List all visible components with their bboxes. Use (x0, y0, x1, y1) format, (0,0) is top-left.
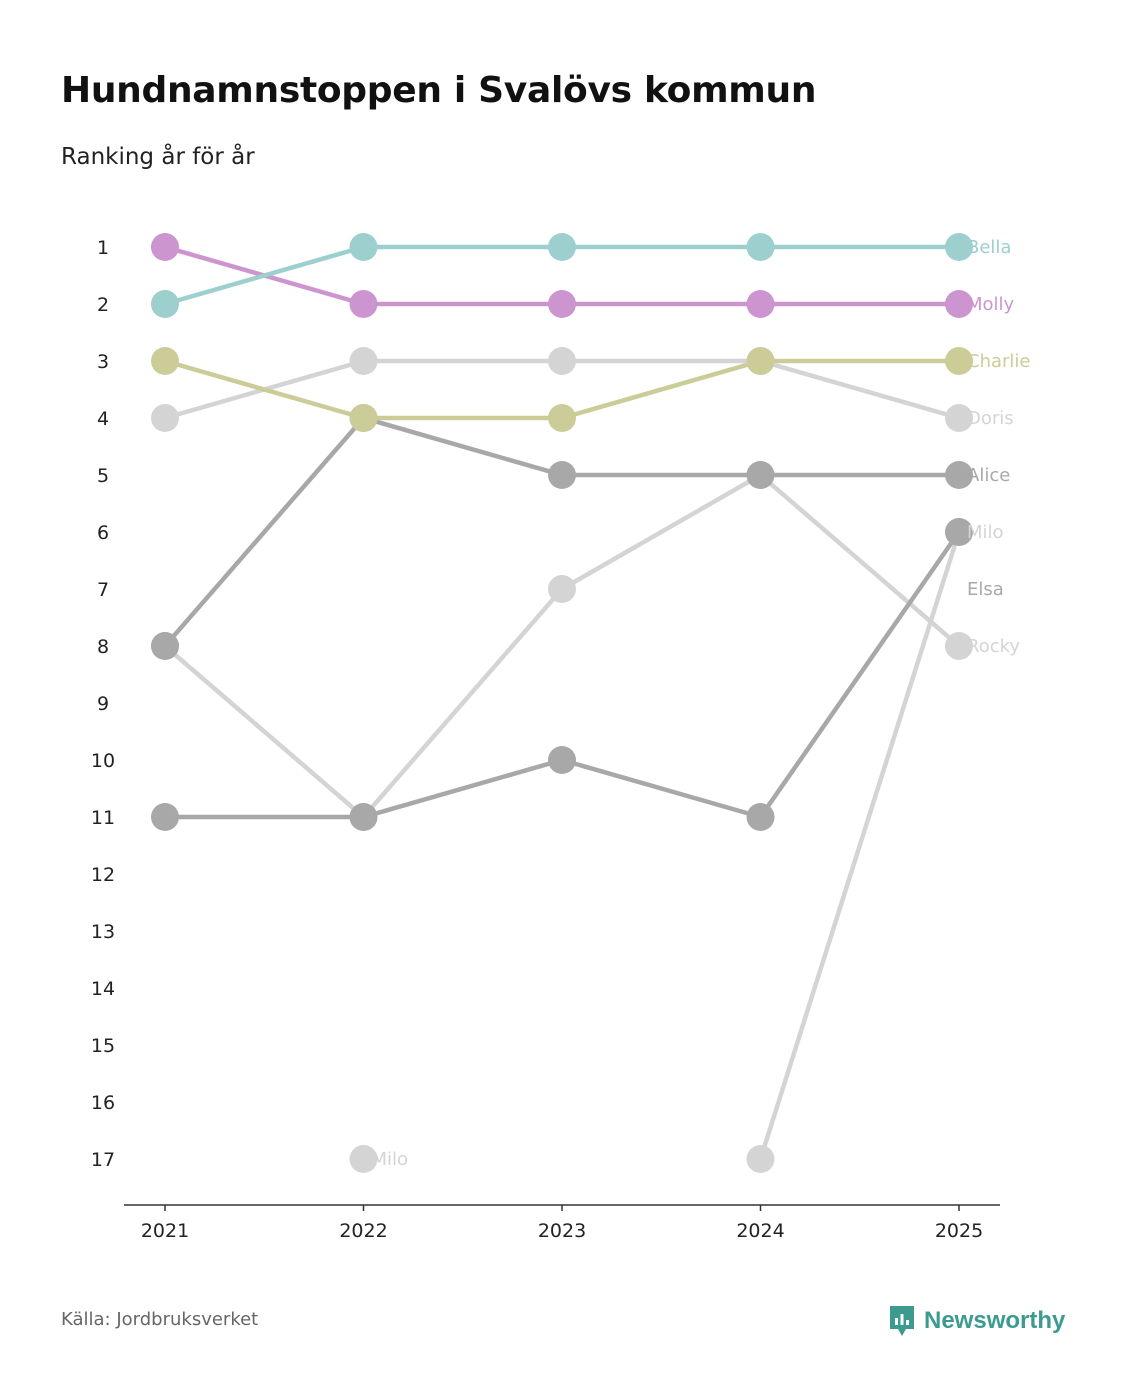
end-label-milo: Milo (967, 522, 1004, 543)
y-tick-label: 5 (97, 465, 109, 487)
chart-subtitle: Ranking år för år (61, 144, 255, 170)
series-point-elsa (945, 518, 973, 546)
y-tick-label: 7 (97, 579, 109, 601)
series-line-rocky (361, 586, 565, 820)
source-note: Källa: Jordbruksverket (61, 1309, 259, 1330)
series-point-rocky (945, 632, 973, 660)
y-tick-label: 3 (97, 351, 109, 373)
series-line-charlie (162, 358, 366, 421)
chart-title: Hundnamnstoppen i Svalövs kommun (61, 70, 817, 111)
series-point-bella (548, 233, 576, 261)
y-tick-label: 10 (91, 750, 115, 772)
end-label-rocky: Rocky (967, 636, 1020, 657)
y-tick-label: 9 (97, 693, 109, 715)
series-point-elsa (349, 803, 378, 831)
end-label-bella: Bella (967, 237, 1011, 258)
series-point-molly (548, 290, 576, 318)
series-point-molly (945, 290, 973, 318)
series-point-alice (746, 461, 775, 489)
series-line-elsa (758, 529, 962, 820)
y-tick-label: 14 (91, 978, 115, 1000)
series-point-milo (746, 1145, 775, 1173)
y-tick-label: 15 (91, 1035, 115, 1057)
series-line-rocky (559, 472, 763, 592)
series-point-alice (945, 461, 973, 489)
series-points (151, 233, 973, 1173)
series-line-rocky (758, 472, 962, 649)
series-point-charlie (151, 347, 179, 375)
series-point-doris (349, 347, 378, 375)
end-label-charlie: Charlie (967, 351, 1030, 372)
series-point-elsa (151, 803, 179, 831)
series-point-elsa (548, 746, 576, 774)
end-labels: Bella Molly Charlie Doris Alice Milo Elsa Rocky… (372, 237, 1031, 1170)
x-tick-label: 2025 (935, 1220, 983, 1242)
series-point-molly (151, 233, 179, 261)
series-point-bella (151, 290, 179, 318)
x-tick-label: 2023 (538, 1220, 586, 1242)
series-line-elsa (361, 757, 565, 820)
series-lines (162, 244, 962, 1162)
end-label-molly: Molly (967, 294, 1015, 315)
y-tick-label: 6 (97, 522, 109, 544)
y-tick-label: 16 (91, 1092, 115, 1114)
series-point-alice (548, 461, 576, 489)
series-line-doris (758, 358, 962, 421)
series-point-molly (349, 290, 378, 318)
end-label-alice: Alice (967, 465, 1010, 486)
series-point-doris (548, 347, 576, 375)
series-point-elsa (746, 803, 775, 831)
y-tick-label: 17 (91, 1149, 115, 1171)
series-point-bella (349, 233, 378, 261)
series-line-charlie (559, 358, 763, 421)
y-tick-label: 8 (97, 636, 109, 658)
y-tick-label: 2 (97, 294, 109, 316)
series-point-molly (746, 290, 775, 318)
y-tick-label: 11 (91, 807, 115, 829)
x-axis-ticks: 2021 2022 2023 2024 2025 (141, 1205, 983, 1242)
x-tick-label: 2022 (339, 1220, 387, 1242)
series-point-bella (746, 233, 775, 261)
series-line-alice (361, 415, 565, 478)
annotation-label-milo: Milo (372, 1149, 409, 1170)
series-point-doris (945, 404, 973, 432)
series-line-bella (162, 244, 366, 307)
y-tick-label: 12 (91, 864, 115, 886)
series-line-elsa (559, 757, 763, 820)
series-line-alice (162, 415, 366, 649)
series-point-charlie (945, 347, 973, 375)
y-tick-label: 1 (97, 237, 109, 259)
x-tick-label: 2021 (141, 1220, 189, 1242)
newsworthy-logo-icon (890, 1306, 914, 1336)
series-point-charlie (746, 347, 775, 375)
brand-name: Newsworthy (924, 1307, 1066, 1334)
series-point-charlie (548, 404, 576, 432)
y-tick-label: 13 (91, 921, 115, 943)
series-line-milo (758, 529, 962, 1162)
y-tick-label: 4 (97, 408, 109, 430)
brand-logo: Newsworthy (888, 1304, 1065, 1338)
series-point-milo (349, 1145, 378, 1173)
end-label-elsa: Elsa (967, 579, 1004, 600)
series-point-bella (945, 233, 973, 261)
x-tick-label: 2024 (736, 1220, 784, 1242)
end-label-doris: Doris (967, 408, 1014, 429)
series-point-rocky (548, 575, 576, 603)
series-line-rocky (162, 643, 366, 820)
series-point-charlie (349, 404, 378, 432)
series-point-doris (151, 404, 179, 432)
series-point-alice (151, 632, 179, 660)
